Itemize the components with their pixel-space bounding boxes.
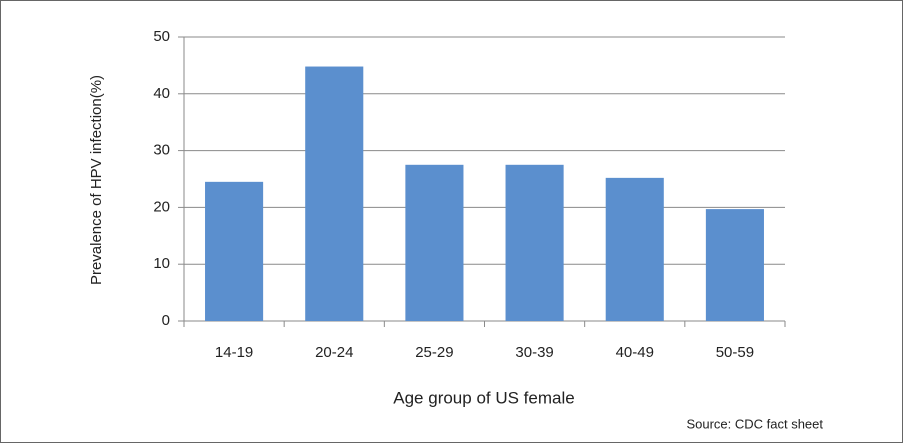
x-tick-label: 40-49 — [616, 344, 654, 361]
x-tick-label: 20-24 — [315, 344, 353, 361]
bar — [605, 177, 664, 321]
bar — [305, 66, 364, 321]
x-tick-label: 25-29 — [415, 344, 453, 361]
bar — [205, 181, 264, 321]
x-axis-label: Age group of US female — [393, 388, 574, 407]
source-note: Source: CDC fact sheet — [686, 416, 823, 431]
y-tick-label: 40 — [153, 85, 170, 102]
y-tick-label: 10 — [153, 255, 170, 272]
y-tick-label: 0 — [162, 312, 170, 329]
bar — [405, 164, 464, 321]
x-tick-label: 50-59 — [716, 344, 754, 361]
bar — [705, 209, 764, 321]
y-tick-label: 20 — [153, 198, 170, 215]
y-axis-label: Prevalence of HPV infection(%) — [88, 75, 105, 285]
y-tick-label: 50 — [153, 28, 170, 45]
bar — [505, 164, 564, 321]
y-tick-label: 30 — [153, 142, 170, 159]
x-tick-label: 14-19 — [215, 344, 253, 361]
x-tick-label: 30-39 — [515, 344, 553, 361]
